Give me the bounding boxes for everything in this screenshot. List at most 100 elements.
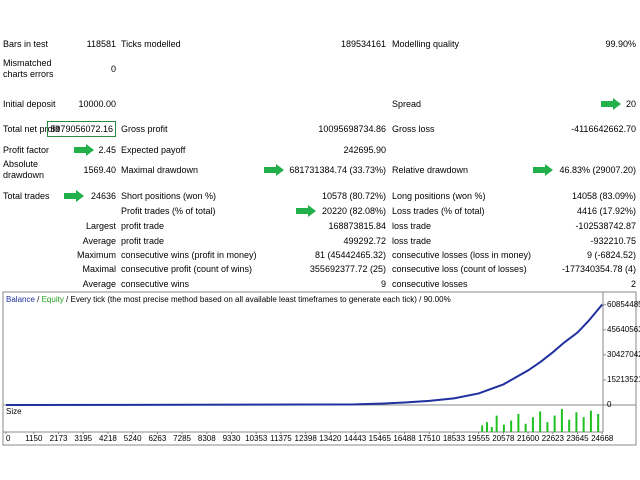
stat-value: 168873815.84	[328, 220, 386, 231]
stat-value: 10000.00	[78, 98, 116, 109]
subtitle: Every tick (the most precise method base…	[71, 295, 418, 304]
stat-label: consecutive loss (count of losses)	[392, 263, 527, 274]
row-prefix: Largest	[85, 220, 116, 231]
stat-value: 0	[110, 63, 116, 74]
x-tick-label: 9330	[223, 434, 241, 443]
stat-value: 189534161	[340, 38, 386, 49]
balance-line	[5, 303, 603, 406]
x-tick-label: 19555	[468, 434, 491, 443]
stat-value: -4116642662.70	[571, 123, 636, 134]
quality: 90.00%	[424, 295, 451, 304]
x-tick-label: 0	[6, 434, 11, 443]
size-bar	[553, 415, 556, 432]
stat-label: Gross profit	[121, 123, 168, 134]
arrow	[601, 98, 621, 110]
stat-label: Short positions (won %)	[121, 190, 217, 201]
size-bar	[575, 412, 578, 432]
stat-value: 14058 (83.09%)	[571, 190, 636, 201]
x-tick-label: 11375	[270, 434, 292, 443]
size-bar	[485, 422, 488, 432]
x-tick-label: 4218	[99, 434, 117, 443]
row-prefix: Average	[82, 278, 116, 289]
size-bar	[546, 422, 549, 432]
size-bar	[531, 417, 534, 432]
stat-value: 5979056072.16	[47, 121, 116, 137]
arrow	[64, 190, 84, 202]
stat-label: Bars in test	[3, 38, 49, 49]
arrows	[64, 98, 621, 217]
stat-label: consecutive wins	[121, 278, 190, 289]
legend-equity: Equity	[42, 295, 64, 304]
x-tick-label: 17510	[418, 434, 441, 443]
row-prefix: Maximum	[76, 249, 116, 260]
stat-value: 46.83% (29007.20)	[559, 164, 636, 175]
size-bar	[481, 425, 484, 432]
stat-label: Absolute drawdown	[3, 159, 45, 180]
x-tick-label: 10353	[245, 434, 268, 443]
stat-value: 1569.40	[83, 164, 116, 175]
x-tick-label: 22623	[542, 434, 565, 443]
x-tick-label: 16488	[393, 434, 416, 443]
stat-value: 20220 (82.08%)	[321, 205, 386, 216]
stat-value: 10578 (80.72%)	[321, 190, 386, 201]
x-tick-label: 12398	[295, 434, 318, 443]
arrow	[74, 144, 94, 156]
stat-label: consecutive profit (count of wins)	[121, 263, 253, 274]
y-tick-label: 60854485	[607, 300, 640, 309]
header: Balance / Equity / Every tick (the most …	[6, 295, 451, 304]
stat-label: profit trade	[121, 220, 165, 231]
stat-value: -932210.75	[590, 235, 636, 246]
size-bar	[495, 415, 498, 432]
x-tick-label: 3195	[74, 434, 92, 443]
row-prefix: Maximal	[82, 263, 116, 274]
size-bar	[560, 409, 563, 432]
stat-label: Mismatched charts errors	[3, 58, 54, 79]
stat-value: 2.45	[98, 144, 116, 155]
stat-label: Long positions (won %)	[392, 190, 486, 201]
x-tick-label: 15465	[369, 434, 392, 443]
size-bar	[568, 419, 571, 432]
arrow	[533, 164, 553, 176]
stat-label: Profit trades (% of total)	[121, 205, 216, 216]
stat-value: 9 (-6824.52)	[586, 249, 636, 260]
stat-value: 2	[630, 278, 636, 289]
stat-label: loss trade	[392, 220, 432, 231]
x-tick-label: 20578	[492, 434, 515, 443]
size-bar	[597, 413, 600, 432]
stat-value: 10095698734.86	[318, 123, 386, 134]
x-tick-label: 14443	[344, 434, 367, 443]
size-bar	[589, 410, 592, 432]
x-tick-label: 5240	[124, 434, 142, 443]
stat-label: Relative drawdown	[392, 164, 469, 175]
x-tick-label: 21600	[517, 434, 540, 443]
x-tick-label: 23645	[566, 434, 589, 443]
size-bar	[510, 420, 513, 432]
y-tick-label: 30427042	[607, 350, 640, 359]
size-bar	[502, 424, 505, 432]
stat-label: consecutive losses (loss in money)	[392, 249, 532, 260]
stat-value: 81 (45442465.32)	[314, 249, 386, 260]
x-tick-label: 18533	[443, 434, 466, 443]
stat-label: Spread	[392, 98, 422, 109]
stat-value: -102538742.87	[575, 220, 636, 231]
chart-frame	[2, 291, 637, 446]
size-label: Size	[6, 407, 22, 416]
stat-value: 20	[625, 98, 636, 109]
stat-value: 355692377.72 (25)	[309, 263, 386, 274]
row-prefix: Average	[82, 235, 116, 246]
stat-value: 242695.90	[343, 144, 386, 155]
stat-label: profit trade	[121, 235, 165, 246]
stat-label: consecutive wins (profit in money)	[121, 249, 257, 260]
x-tick-label: 6263	[148, 434, 166, 443]
stat-label: Initial deposit	[3, 98, 56, 109]
stat-value: 24636	[90, 190, 116, 201]
size-bar	[524, 423, 527, 432]
x-tick-label: 2173	[50, 434, 68, 443]
stat-value: -177340354.78 (4)	[561, 263, 636, 274]
size-bar	[539, 411, 542, 432]
stat-label: Gross loss	[392, 123, 435, 134]
stat-value: 118581	[86, 38, 116, 49]
legend-balance: Balance	[6, 295, 35, 304]
stat-label: Total trades	[3, 190, 50, 201]
stat-value: 9	[380, 278, 386, 289]
